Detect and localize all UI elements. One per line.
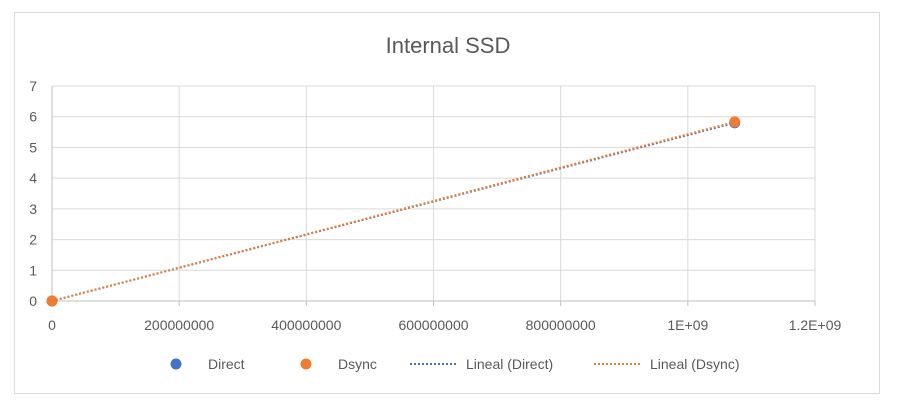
y-tick-label: 0: [29, 293, 37, 309]
legend-item: Direct: [170, 356, 245, 372]
x-tick-label: 600000000: [398, 317, 468, 333]
legend-label: Direct: [208, 356, 245, 372]
y-tick-label: 6: [29, 109, 37, 125]
x-axis-tick-labels: 0 200000000 400000000 600000000 800000000 1E+…: [48, 317, 841, 333]
gridlines: [52, 85, 816, 301]
legend-label: Lineal (Direct): [466, 356, 553, 372]
legend-label: Lineal (Dsync): [650, 356, 739, 372]
x-tick-label: 1E+09: [667, 317, 708, 333]
data-points: [46, 116, 741, 307]
legend-marker: [170, 358, 182, 370]
y-tick-label: 5: [29, 139, 37, 155]
y-tick-label: 2: [29, 232, 37, 248]
y-tick-label: 3: [29, 201, 37, 217]
trendline-lineal-dsync: [51, 120, 735, 302]
legend-item: Lineal (Dsync): [594, 356, 739, 372]
y-tick-label: 1: [29, 262, 37, 278]
chart-title: Internal SSD: [386, 33, 511, 58]
legend: Direct Dsync Lineal (Direct) Lineal (Dsync): [170, 356, 739, 372]
chart-area: [14, 12, 880, 394]
legend-label: Dsync: [338, 356, 377, 372]
data-point-dsync: [729, 116, 741, 128]
trendlines: [51, 120, 735, 302]
x-tick-label: 1.2E+09: [789, 317, 842, 333]
legend-item: Lineal (Direct): [410, 356, 553, 372]
y-tick-label: 7: [29, 78, 37, 94]
y-axis-tick-labels: 0 1 2 3 4 5 6 7: [29, 78, 37, 309]
x-tick-label: 800000000: [526, 317, 596, 333]
x-tick-label: 200000000: [144, 317, 214, 333]
x-tick-label: 400000000: [271, 317, 341, 333]
x-tick-label: 0: [48, 317, 56, 333]
legend-marker: [300, 358, 312, 370]
legend-item: Dsync: [300, 356, 377, 372]
data-point-dsync: [46, 295, 58, 307]
axes: [51, 86, 816, 306]
y-tick-label: 4: [29, 170, 37, 186]
